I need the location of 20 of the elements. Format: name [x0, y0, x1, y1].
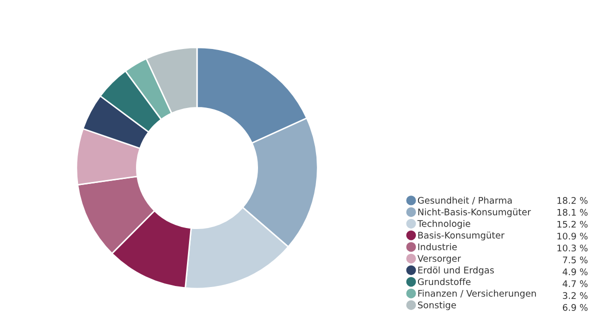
legend-label: Technologie — [417, 220, 470, 229]
legend-label: Gesundheit / Pharma — [418, 196, 512, 204]
data-label: 4.7 % — [562, 280, 588, 288]
data-label: 18.2 % — [557, 197, 588, 204]
data-label: 6.9 % — [562, 304, 588, 311]
legend-label: Finanzen / Versicherungen — [418, 290, 536, 298]
legend-label: Nicht-Basis-Konsumgüter — [418, 208, 531, 218]
data-label: 3.2 % — [562, 292, 588, 299]
data-label: 4.9 % — [562, 268, 588, 276]
legend-label: Versorger — [417, 255, 461, 264]
data-label: 18.1 % — [557, 208, 588, 216]
legend-label: Erdöl und Erdgas — [418, 266, 494, 276]
legend-label: Sonstige — [418, 301, 456, 310]
data-label: 7.5 % — [562, 256, 588, 264]
data-label: 10.3 % — [557, 244, 588, 252]
data-label: 10.9 % — [557, 232, 588, 240]
legend-label: Industrie — [418, 243, 457, 250]
legend-label: Basis-Konsumgüter — [418, 232, 505, 240]
data-label: 15.2 % — [557, 220, 588, 228]
legend-label: Grundstoffe — [418, 278, 470, 286]
